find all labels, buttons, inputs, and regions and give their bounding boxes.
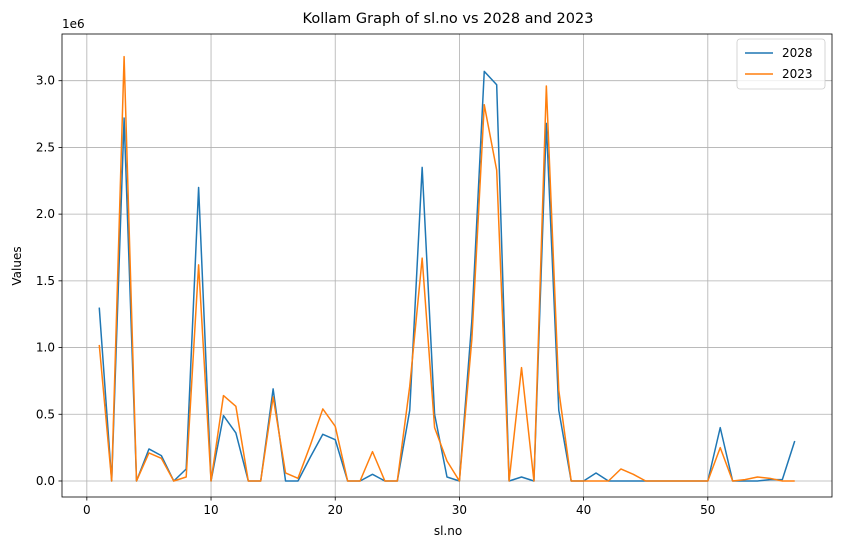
y-tick-label: 1.0 — [36, 341, 55, 355]
plot-area — [61, 33, 833, 498]
x-tick-label: 20 — [328, 503, 343, 517]
chart-title: Kollam Graph of sl.no vs 2028 and 2023 — [303, 11, 594, 27]
legend: 2028 2023 — [736, 38, 826, 90]
y-tick-label: 3.0 — [36, 74, 55, 88]
y-offset-label: 1e6 — [62, 17, 85, 31]
y-axis-title: Values — [10, 246, 24, 285]
legend-label-2028: 2028 — [782, 46, 813, 60]
x-tick-label: 50 — [700, 503, 715, 517]
x-tick-label: 40 — [576, 503, 591, 517]
series-line-2023 — [98, 55, 795, 482]
y-tick-label: 2.5 — [36, 140, 55, 154]
y-tick-label: 1.5 — [36, 274, 55, 288]
x-tick-label: 30 — [452, 503, 467, 517]
legend-label-2023: 2023 — [782, 67, 813, 81]
y-tick-label: 0.0 — [36, 474, 55, 488]
axis-ticks: 0 10 20 30 40 50 0.0 0.5 1.0 1.5 2.0 2.5 3.0 — [36, 74, 716, 517]
y-tick-label: 2.0 — [36, 207, 55, 221]
x-axis-title: sl.no — [434, 524, 462, 538]
y-tick-label: 0.5 — [36, 407, 55, 421]
x-tick-label: 10 — [203, 503, 218, 517]
series-lines — [98, 55, 796, 482]
legend-frame — [736, 38, 826, 90]
x-tick-label: 0 — [83, 503, 91, 517]
